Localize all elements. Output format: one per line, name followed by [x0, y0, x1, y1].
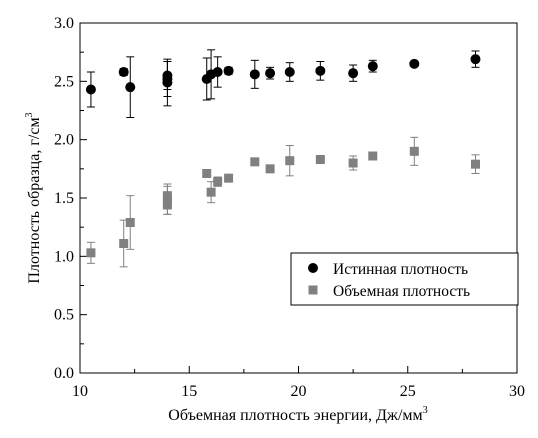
axis-ticks: 10 15 20 25 30 0.0 0.5 1.0 1.5 2.0 2.5 3.0 [54, 15, 525, 400]
plot-frame [79, 22, 518, 374]
data-point-bulk-density [206, 187, 216, 197]
x-axis-title-text: Объемная плотность энергии, Дж/мм [168, 407, 422, 424]
data-point-bulk-density [409, 146, 419, 156]
x-tick-label: 30 [509, 383, 525, 400]
data-point-true-density [367, 61, 378, 72]
x-axis-title: Объемная плотность энергии, Дж/мм3 [168, 405, 427, 424]
data-point-bulk-density [348, 158, 358, 168]
data-point-true-density [409, 58, 420, 69]
data-point-bulk-density [86, 248, 96, 258]
legend-label-true-density: Истинная плотность [333, 261, 468, 278]
data-point-true-density [265, 68, 276, 79]
legend-box [290, 252, 519, 306]
data-point-bulk-density [265, 164, 275, 174]
legend-label-bulk-density: Объемная плотность [333, 283, 470, 300]
data-point-bulk-density [125, 218, 135, 227]
y-tick-label: 3.0 [54, 15, 74, 32]
data-point-bulk-density [470, 159, 480, 169]
x-tick-label: 25 [400, 383, 416, 400]
y-tick-label: 0.5 [54, 307, 74, 324]
y-tick-label: 1.5 [54, 190, 74, 207]
y-tick-label: 2.0 [54, 132, 74, 149]
x-tick-label: 15 [181, 383, 197, 400]
data-point-bulk-density [162, 200, 172, 210]
x-axis-title-superscript: 3 [423, 405, 428, 416]
data-point-true-density [249, 69, 260, 80]
data-point-true-density [212, 67, 223, 77]
data-point-true-density [223, 65, 234, 76]
data-point-true-density [118, 67, 129, 77]
legend-marker-true-density [308, 263, 318, 273]
data-point-bulk-density [250, 157, 260, 167]
data-point-bulk-density [368, 151, 378, 161]
data-point-bulk-density [224, 173, 234, 183]
data-point-bulk-density [119, 239, 129, 248]
data-point-bulk-density [285, 156, 295, 166]
y-axis-title-superscript: 3 [24, 112, 35, 117]
data-point-true-density [348, 68, 359, 79]
data-point-true-density [162, 77, 173, 88]
y-tick-label: 1.0 [54, 248, 74, 265]
data-marks [85, 49, 481, 268]
y-tick-label: 0.0 [54, 365, 74, 382]
data-point-true-density [85, 84, 96, 95]
y-axis-title: Плотность образца, г/см3 [24, 112, 43, 283]
x-tick-label: 20 [291, 383, 307, 400]
data-point-true-density [125, 82, 136, 93]
data-point-bulk-density [213, 177, 223, 187]
data-point-true-density [284, 67, 295, 77]
data-point-true-density [315, 65, 326, 76]
data-point-bulk-density [202, 169, 212, 178]
y-tick-label: 2.5 [54, 73, 74, 90]
data-point-bulk-density [315, 155, 325, 164]
legend-marker-bulk-density [308, 285, 318, 295]
x-tick-label: 10 [72, 383, 88, 400]
y-axis-title-text: Плотность образца, г/см [26, 117, 43, 283]
data-point-true-density [470, 54, 481, 65]
legend: Истинная плотность Объемная плотность [290, 252, 519, 306]
